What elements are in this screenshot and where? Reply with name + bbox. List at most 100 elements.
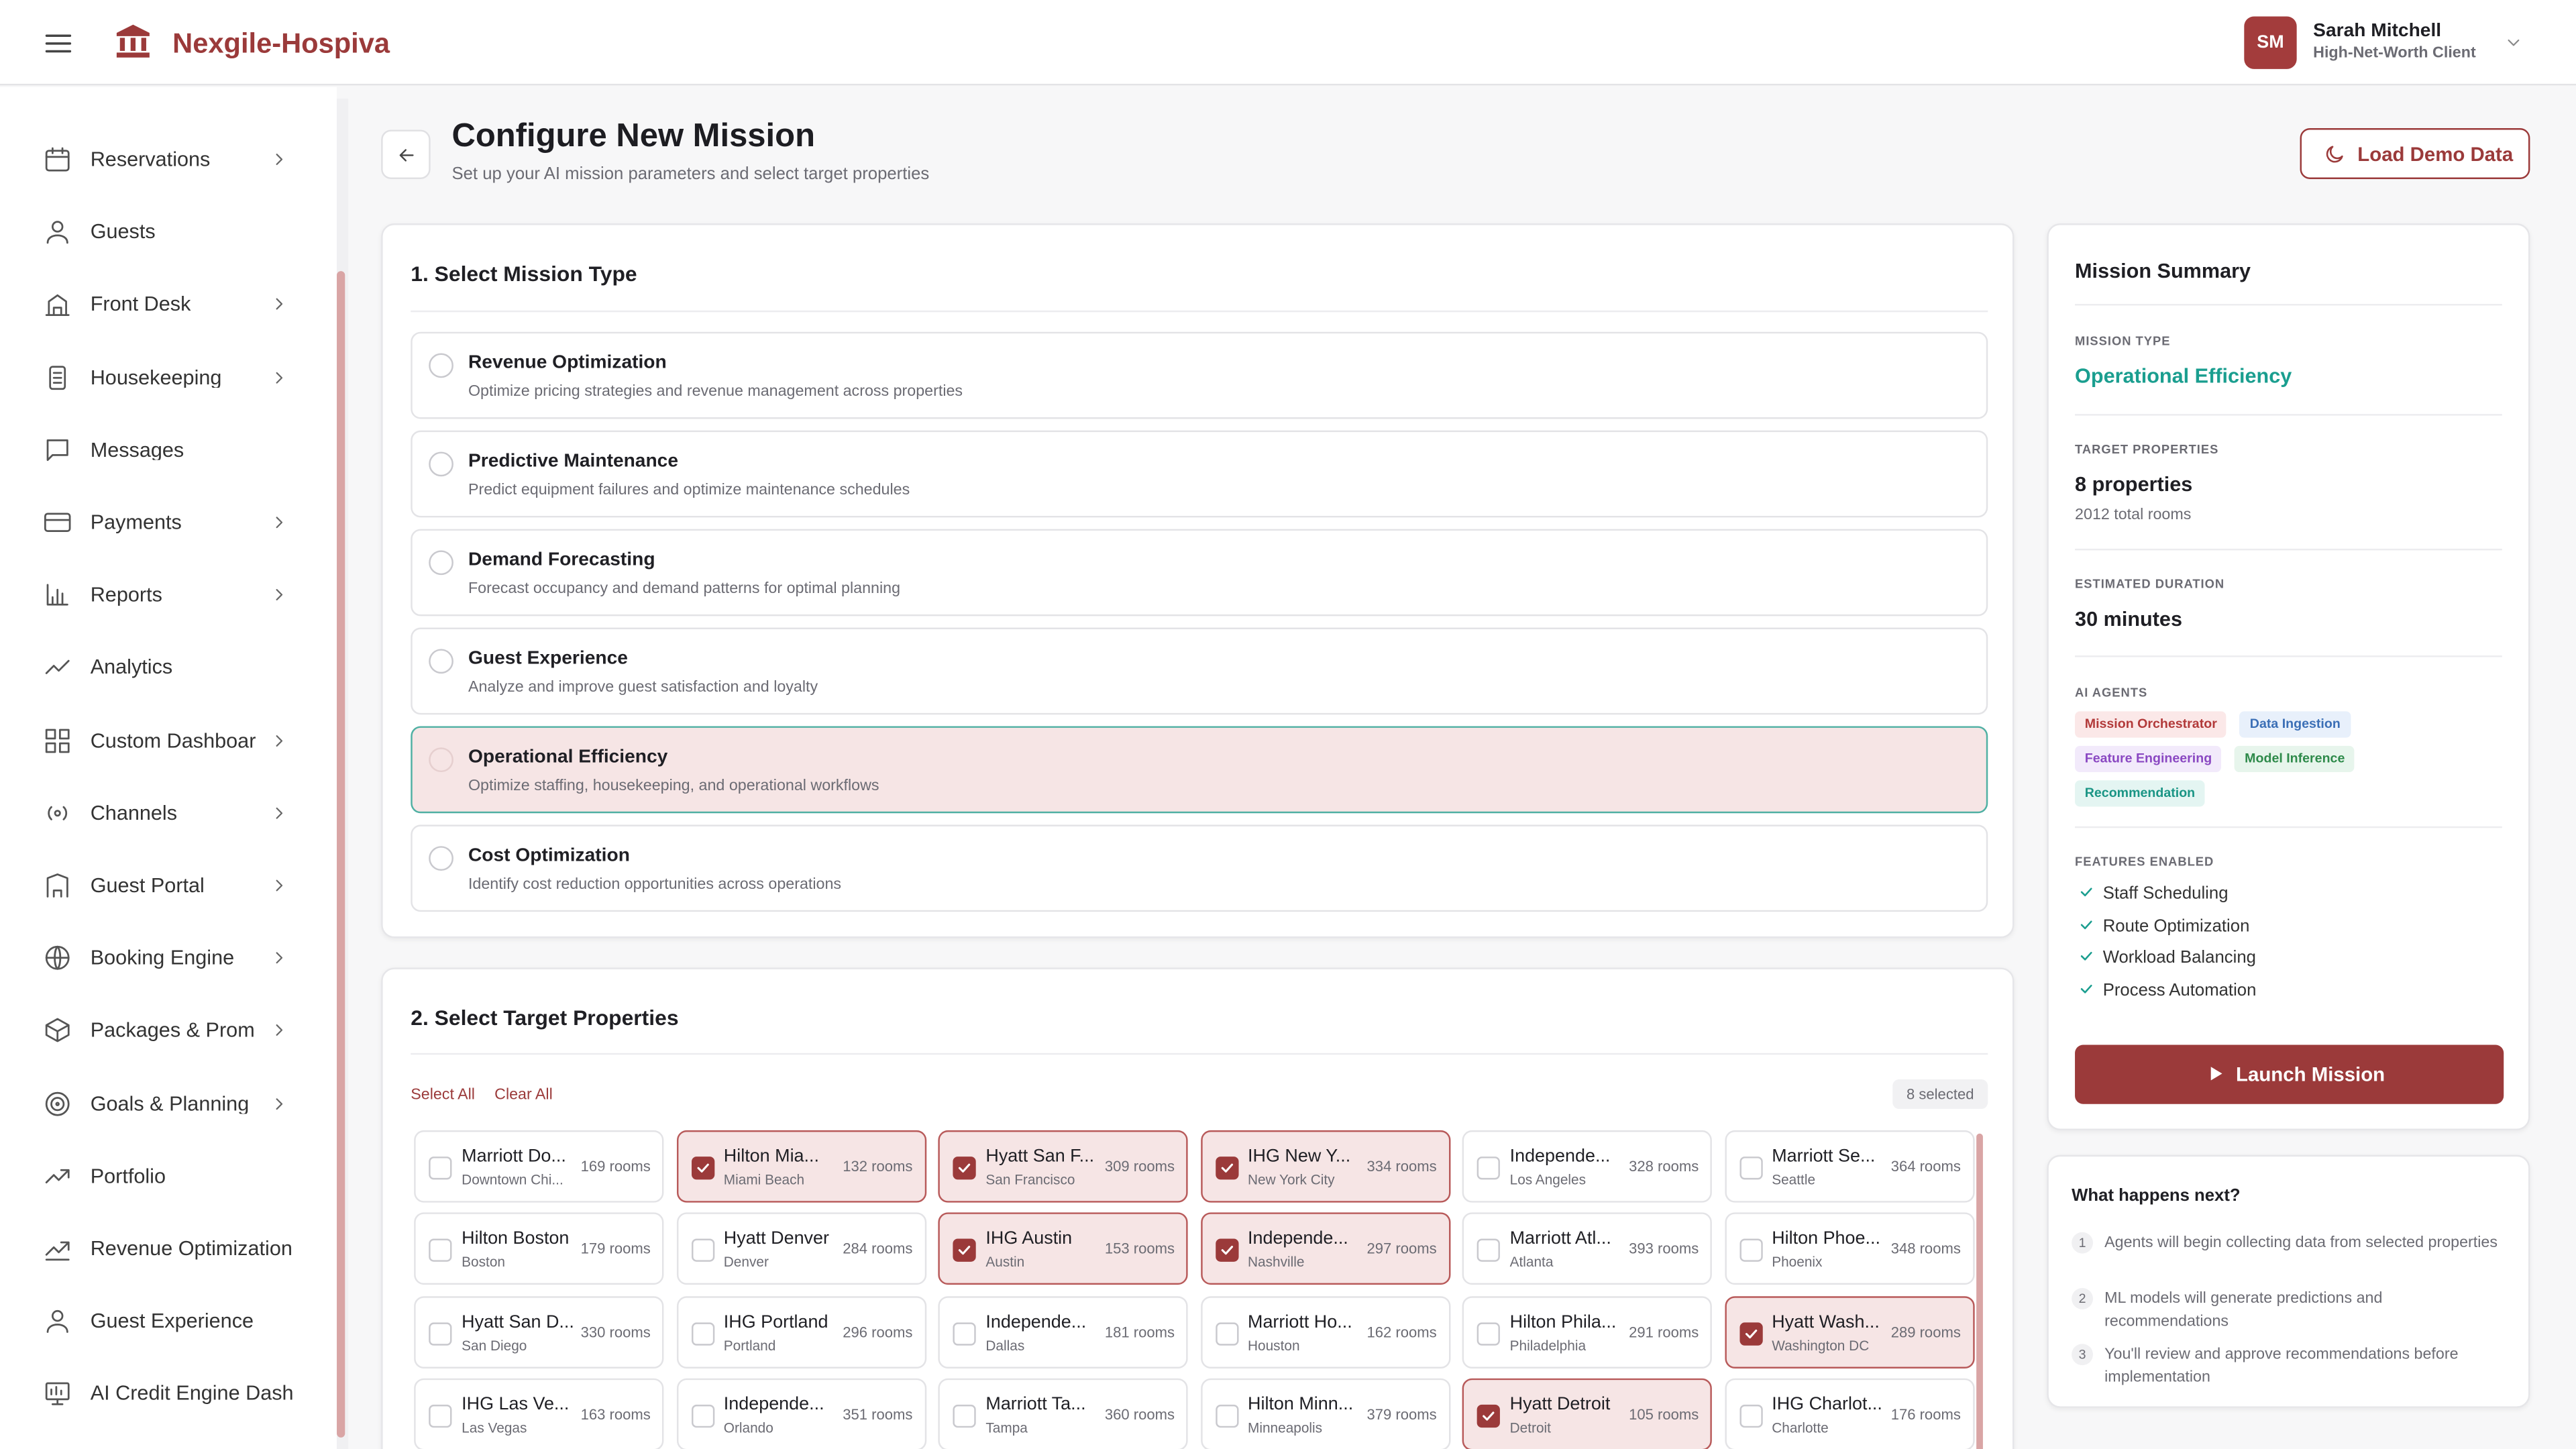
radio[interactable] — [429, 550, 453, 576]
checkbox[interactable] — [429, 1322, 452, 1345]
property-card[interactable]: Independe... Orlando 351 rooms — [676, 1378, 926, 1449]
back-button[interactable] — [381, 129, 431, 179]
launch-button[interactable]: Launch Mission — [2075, 1044, 2504, 1104]
property-card[interactable]: IHG Las Ve... Las Vegas 163 rooms — [414, 1378, 664, 1449]
mission-option[interactable]: Predictive Maintenance Predict equipment … — [411, 430, 1988, 518]
sidebar-item[interactable]: Guest Portal — [33, 863, 312, 909]
property-card[interactable]: Hilton Phoe... Phoenix 348 rooms — [1724, 1213, 1974, 1285]
sidebar-item[interactable]: Payments — [33, 499, 312, 545]
check-icon — [696, 1163, 708, 1173]
checkbox[interactable] — [1477, 1322, 1500, 1345]
feature-item: Staff Scheduling — [2102, 883, 2229, 904]
property-card[interactable]: Hilton Boston Boston 179 rooms — [414, 1213, 664, 1285]
clear-all-link[interactable]: Clear All — [494, 1085, 553, 1104]
property-card[interactable]: Hyatt San D... San Diego 330 rooms — [414, 1295, 664, 1368]
property-card[interactable]: IHG Charlot... Charlotte 176 rooms — [1724, 1378, 1974, 1449]
mission-option[interactable]: Revenue Optimization Optimize pricing str… — [411, 331, 1988, 419]
check-icon — [1220, 1163, 1232, 1173]
summary-label: ESTIMATED DURATION — [2075, 576, 2225, 592]
property-card[interactable]: Hilton Minn... Minneapolis 379 rooms — [1199, 1378, 1450, 1449]
radio[interactable] — [429, 649, 453, 674]
checkbox[interactable] — [953, 1157, 976, 1180]
sidebar-item[interactable]: Guests — [33, 209, 312, 255]
checkbox[interactable] — [429, 1239, 452, 1263]
sidebar-item[interactable]: Goals & Planning — [33, 1080, 312, 1126]
checkbox[interactable] — [1739, 1239, 1762, 1263]
sidebar-item[interactable]: Reservations — [33, 136, 312, 182]
property-card[interactable]: Hyatt Wash... Washington DC 289 rooms — [1724, 1295, 1974, 1368]
select-all-link[interactable]: Select All — [411, 1085, 475, 1104]
sidebar-item[interactable]: Channels — [33, 790, 312, 836]
property-name: IHG New Y... — [1248, 1146, 1351, 1167]
checkbox[interactable] — [1215, 1239, 1238, 1263]
mission-option[interactable]: Cost Optimization Identify cost reduction… — [411, 824, 1988, 912]
sidebar-item[interactable]: Custom Dashboar — [33, 717, 312, 763]
sidebar-item[interactable]: Analytics — [33, 645, 312, 691]
sidebar-item[interactable]: Portfolio — [33, 1153, 312, 1199]
step-number: 3 — [2078, 1347, 2086, 1362]
property-card[interactable]: Marriott Do... Downtown Chi... 169 rooms — [414, 1130, 664, 1203]
property-card[interactable]: IHG Austin Austin 153 rooms — [938, 1213, 1188, 1285]
property-card[interactable]: Hyatt San F... San Francisco 309 rooms — [938, 1130, 1188, 1203]
property-card[interactable]: Independe... Dallas 181 rooms — [938, 1295, 1188, 1368]
checkbox[interactable] — [953, 1404, 976, 1428]
sidebar-item[interactable]: Messages — [33, 427, 312, 473]
sidebar-label: Reports — [90, 585, 162, 606]
radio[interactable] — [429, 747, 453, 773]
demo-button[interactable]: Load Demo Data — [2300, 128, 2530, 179]
property-card[interactable]: Hilton Phila... Philadelphia 291 rooms — [1462, 1295, 1712, 1368]
radio[interactable] — [429, 451, 453, 477]
selected-count: 8 selected — [1907, 1085, 1974, 1103]
checkbox[interactable] — [690, 1157, 714, 1180]
checkbox[interactable] — [1477, 1239, 1500, 1263]
radio[interactable] — [429, 353, 453, 378]
option-description: Predict equipment failures and optimize … — [468, 481, 910, 500]
property-card[interactable]: Marriott Se... Seattle 364 rooms — [1724, 1130, 1974, 1203]
checkbox[interactable] — [429, 1404, 452, 1428]
property-card[interactable]: Marriott Ho... Houston 162 rooms — [1199, 1295, 1450, 1368]
checkbox[interactable] — [1215, 1157, 1238, 1180]
property-card[interactable]: Hyatt Denver Denver 284 rooms — [676, 1213, 926, 1285]
sidebar-item[interactable]: Housekeeping — [33, 354, 312, 400]
checkbox[interactable] — [690, 1239, 714, 1263]
sidebar-item[interactable]: Packages & Prom — [33, 1008, 312, 1054]
checkbox[interactable] — [953, 1322, 976, 1345]
summary-label: TARGET PROPERTIES — [2075, 441, 2219, 457]
property-card[interactable]: IHG Portland Portland 296 rooms — [676, 1295, 926, 1368]
sidebar-item[interactable]: Guest Experience — [33, 1298, 312, 1344]
sidebar-item[interactable]: Front Desk — [33, 282, 312, 328]
checkbox[interactable] — [1477, 1404, 1500, 1428]
divider — [2075, 414, 2502, 416]
sidebar-item[interactable]: Revenue Optimization — [33, 1226, 312, 1272]
sidebar-label: Front Desk — [90, 294, 191, 315]
property-card[interactable]: Independe... Los Angeles 328 rooms — [1462, 1130, 1712, 1203]
checkbox[interactable] — [429, 1157, 452, 1180]
checkbox[interactable] — [953, 1239, 976, 1263]
sidebar-item[interactable]: Booking Engine — [33, 935, 312, 981]
checkbox[interactable] — [1477, 1157, 1500, 1180]
checkbox[interactable] — [690, 1404, 714, 1428]
checkbox[interactable] — [1739, 1404, 1762, 1428]
avatar[interactable]: SM — [2244, 16, 2297, 69]
mission-option[interactable]: Operational Efficiency Optimize staffing,… — [411, 726, 1988, 814]
property-name: Hyatt Wash... — [1772, 1311, 1880, 1332]
property-card[interactable]: Marriott Atl... Atlanta 393 rooms — [1462, 1213, 1712, 1285]
sidebar-item[interactable]: AI Credit Engine Dash — [33, 1371, 312, 1417]
property-card[interactable]: IHG New Y... New York City 334 rooms — [1199, 1130, 1450, 1203]
property-card[interactable]: Marriott Ta... Tampa 360 rooms — [938, 1378, 1188, 1449]
radio[interactable] — [429, 846, 453, 871]
checkbox[interactable] — [690, 1322, 714, 1345]
sidebar-label: Messages — [90, 439, 184, 461]
checkbox[interactable] — [1739, 1322, 1762, 1345]
checkbox[interactable] — [1215, 1404, 1238, 1428]
property-card[interactable]: Hilton Mia... Miami Beach 132 rooms — [676, 1130, 926, 1203]
property-card[interactable]: Hyatt Detroit Detroit 105 rooms — [1462, 1378, 1712, 1449]
mission-option[interactable]: Demand Forecasting Forecast occupancy and… — [411, 529, 1988, 616]
property-city: Tampa — [985, 1419, 1028, 1436]
sidebar-item[interactable]: Reports — [33, 572, 312, 619]
mission-option[interactable]: Guest Experience Analyze and improve gues… — [411, 627, 1988, 715]
property-card[interactable]: Independe... Nashville 297 rooms — [1199, 1213, 1450, 1285]
checkbox[interactable] — [1215, 1322, 1238, 1345]
checkbox[interactable] — [1739, 1157, 1762, 1180]
step-number-badge: 2 — [2072, 1288, 2094, 1309]
